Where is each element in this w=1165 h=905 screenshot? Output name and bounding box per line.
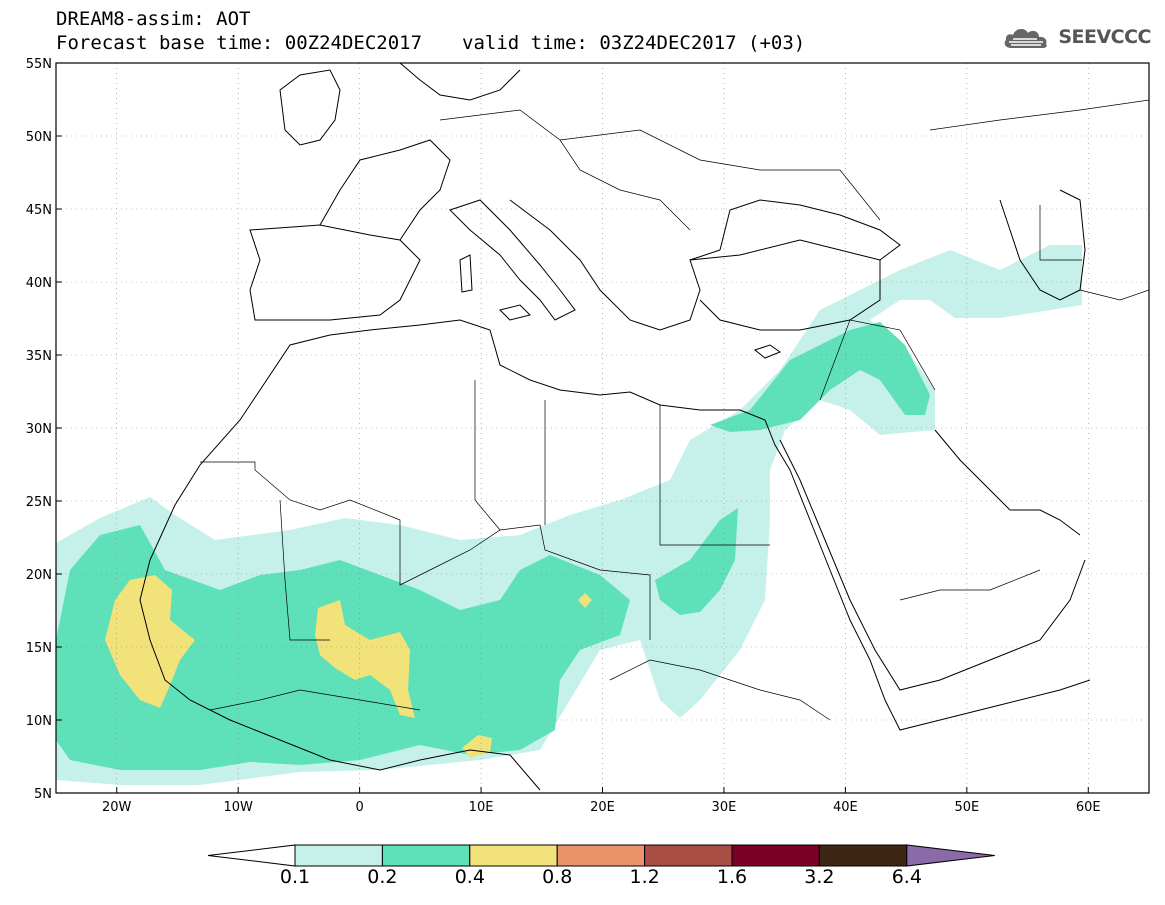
- coastline-arabia-west: [779, 439, 1086, 691]
- colorbar-segment-3: [469, 844, 558, 867]
- aot-band-0.2-east: [655, 508, 738, 615]
- map-subtitle: Forecast base time: 00Z24DEC2017 valid ti…: [56, 33, 805, 53]
- aot-band-0.4-central: [315, 600, 415, 718]
- border-10: [439, 109, 691, 231]
- lat-tick-label-8: 15N: [26, 641, 52, 656]
- border-6: [819, 319, 936, 401]
- colorbar-label-2: 0.4: [454, 866, 485, 888]
- lat-tick-label-3: 40N: [26, 276, 52, 291]
- coastline-cyprus: [753, 344, 782, 359]
- border-12: [209, 689, 421, 711]
- coastline-scandinavia: [399, 63, 521, 101]
- aot-band-0.2-levant: [710, 322, 930, 432]
- coastline-africa-west: [139, 559, 541, 791]
- colorbar-label-5: 1.6: [716, 866, 748, 888]
- lat-tick-label-1: 50N: [26, 130, 52, 145]
- lat-tick-label-6: 25N: [26, 495, 52, 510]
- aot-band-0.4-west: [105, 575, 195, 708]
- coastline-france: [319, 139, 451, 241]
- cloud-icon: [1004, 29, 1048, 48]
- lon-tick-label-1: 10W: [223, 800, 253, 815]
- aot-band-0.4-small2: [578, 593, 592, 608]
- colorbar-label-0: 0.1: [279, 866, 311, 888]
- coastline-red-sea: [789, 469, 1091, 731]
- coastline-sardinia: [459, 254, 473, 293]
- lat-tick-label-2: 45N: [26, 203, 52, 218]
- lat-tick-label-4: 35N: [26, 349, 52, 364]
- border-3: [659, 405, 770, 546]
- colorbar-segment-4: [556, 844, 646, 867]
- border-11: [929, 99, 1149, 131]
- coastlines: [139, 63, 1091, 791]
- border-14: [1079, 289, 1149, 301]
- coastline-balkans: [509, 199, 721, 331]
- colorbar-segment-1: [294, 844, 383, 867]
- aot-shading: [56, 245, 1082, 785]
- base-time: Forecast base time: 00Z24DEC2017: [56, 32, 423, 54]
- colorbar-label-1: 0.2: [367, 866, 398, 888]
- colorbar-arrow-low: [207, 844, 296, 867]
- lon-tick-label-8: 60E: [1076, 800, 1101, 815]
- lon-tick-label-6: 40E: [833, 800, 858, 815]
- border-13: [609, 659, 831, 721]
- gridlines: [56, 62, 1149, 794]
- colorbar-label-3: 0.8: [542, 866, 573, 888]
- coastline-sicily: [499, 304, 531, 321]
- coastline-uk: [279, 69, 341, 146]
- coastline-gulf: [934, 429, 1081, 536]
- border-8: [1039, 205, 1082, 261]
- lon-tick-label-2: 0: [355, 800, 363, 815]
- lon-tick-label-7: 50E: [954, 800, 979, 815]
- coastline-caspian: [999, 189, 1086, 301]
- colorbar-label-7: 6.4: [891, 866, 922, 888]
- colorbar-segment-2: [381, 844, 471, 867]
- lon-tick-label-4: 20E: [590, 800, 615, 815]
- colorbar-segment-6: [731, 844, 820, 867]
- lon-tick-label-3: 10E: [469, 800, 494, 815]
- lon-tick-label-0: 20W: [102, 800, 132, 815]
- lat-tick-label-9: 10N: [26, 714, 52, 729]
- colorbar-label-4: 1.2: [629, 866, 660, 888]
- colorbar: [207, 844, 995, 867]
- lat-tick-label-0: 55N: [26, 57, 52, 72]
- logo-text: SEEVCCC: [1058, 26, 1151, 48]
- colorbar-label-6: 3.2: [804, 866, 835, 888]
- map-title: DREAM8-assim: AOT: [56, 8, 251, 30]
- country-borders: [200, 99, 1149, 721]
- valid-time: valid time: 03Z24DEC2017 (+03): [462, 32, 806, 54]
- axis-ticks: 20W 10W 0 10E 20E 30E 40E 50E 60E 55N 50N 45N 40N 35N…: [26, 57, 1101, 815]
- lat-tick-label-7: 20N: [26, 568, 52, 583]
- lat-tick-label-5: 30N: [26, 422, 52, 437]
- colorbar-arrow-high: [906, 844, 995, 867]
- coastline-black-sea: [719, 199, 901, 261]
- coastline-africa-north: [149, 319, 791, 561]
- coastline-italy: [449, 199, 576, 321]
- border-2: [279, 499, 330, 641]
- seevccc-logo: SEEVCCC: [1003, 24, 1151, 50]
- colorbar-segment-5: [644, 844, 733, 867]
- border-7: [899, 569, 1041, 601]
- border-9: [559, 129, 881, 221]
- lat-tick-label-10: 5N: [34, 787, 52, 802]
- colorbar-segment-7: [818, 844, 908, 867]
- coastline-iberia: [249, 224, 421, 321]
- border-1: [200, 461, 651, 640]
- lon-tick-label-5: 30E: [712, 800, 737, 815]
- coastline-turkey: [689, 239, 881, 331]
- border-4: [474, 380, 501, 531]
